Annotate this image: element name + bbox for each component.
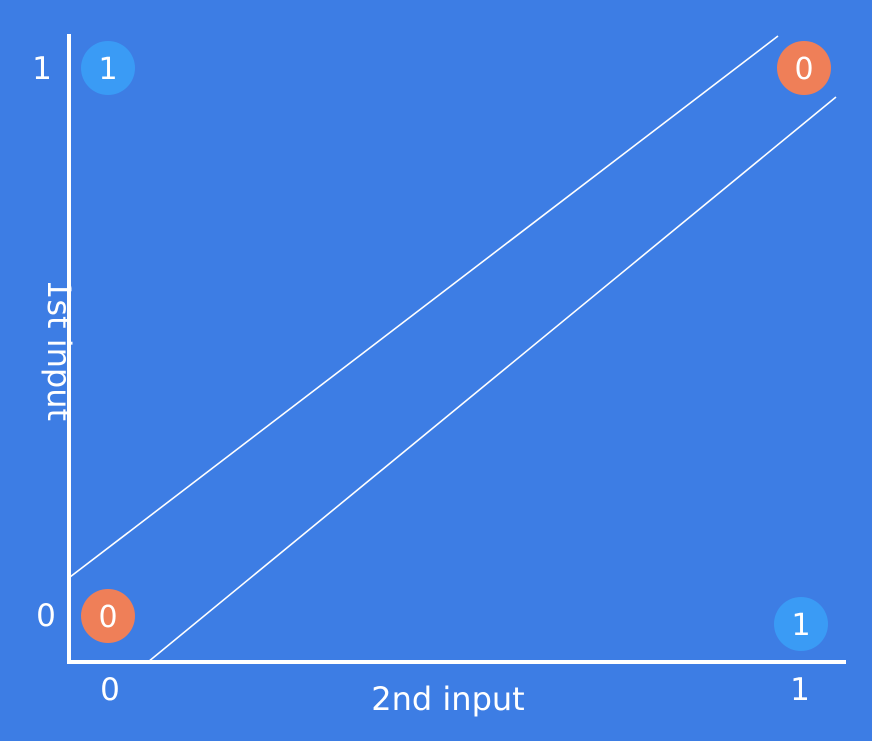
data-point: 0 — [81, 589, 135, 643]
data-point-label: 0 — [98, 600, 117, 635]
data-point-label: 0 — [794, 52, 813, 87]
x-tick-label-1: 1 — [790, 672, 810, 708]
data-point-marker — [777, 41, 831, 95]
data-point: 1 — [81, 41, 135, 95]
points-layer: 1 0 0 1 — [81, 41, 831, 651]
decision-boundary-lower — [147, 96, 837, 663]
data-point-marker — [81, 589, 135, 643]
data-point: 1 — [774, 597, 828, 651]
x-axis-label: 2nd input — [371, 680, 524, 718]
data-point: 0 — [777, 41, 831, 95]
y-axis-label: 1st input — [40, 279, 78, 421]
data-point-label: 1 — [791, 608, 810, 643]
y-tick-label-1: 1 — [32, 51, 52, 87]
data-point-label: 1 — [98, 52, 117, 87]
data-point-marker — [81, 41, 135, 95]
x-tick-label-0: 0 — [100, 672, 120, 708]
y-tick-label-0: 0 — [36, 598, 56, 634]
decision-boundary-upper — [69, 35, 779, 578]
data-point-marker — [774, 597, 828, 651]
